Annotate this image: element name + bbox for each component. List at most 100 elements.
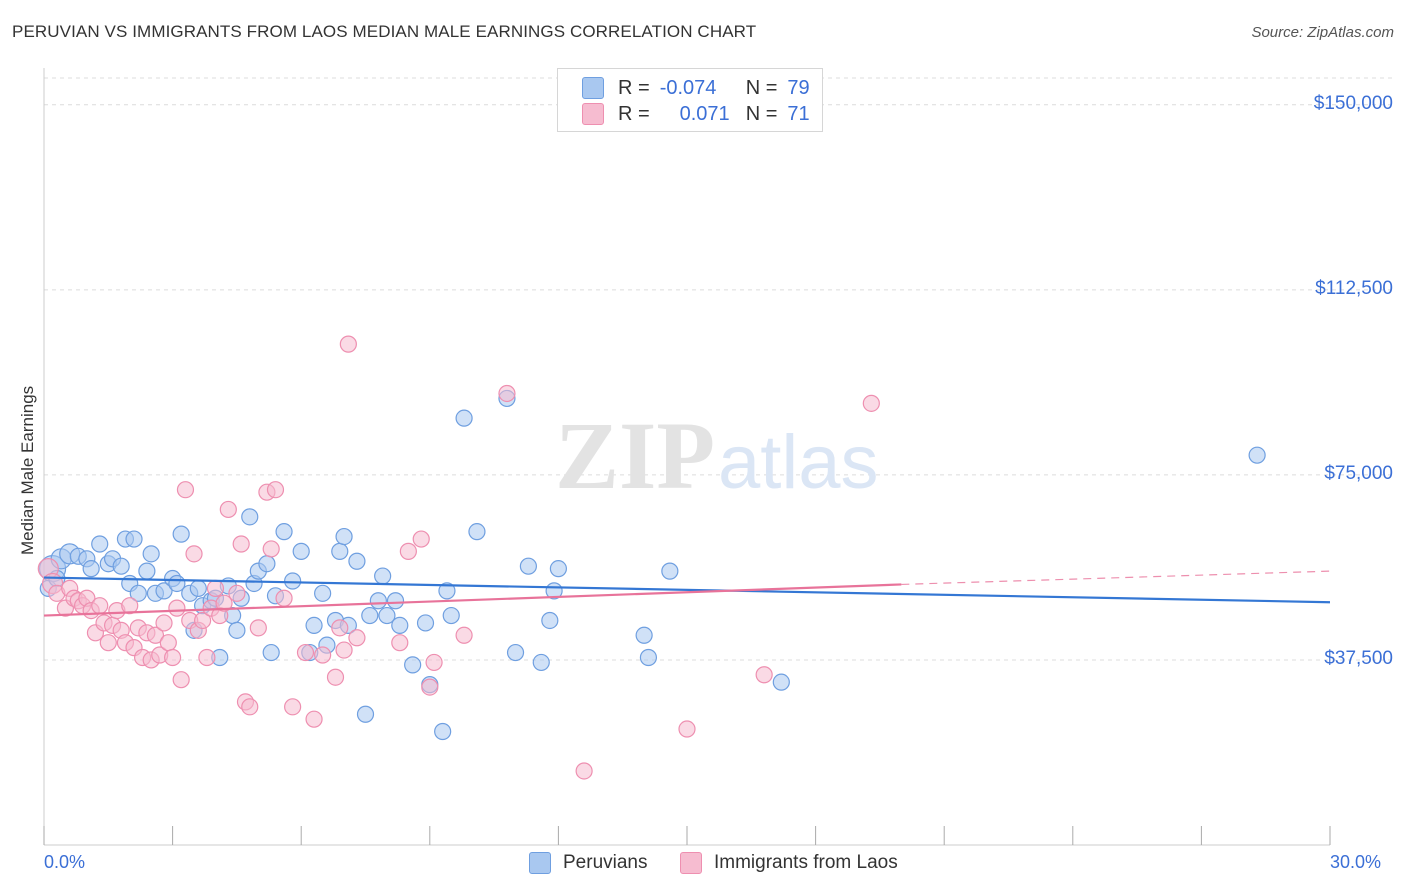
data-point [519,557,537,575]
data-point [215,594,233,612]
data-point [266,481,285,499]
data-point [314,646,332,664]
data-point [125,530,143,548]
legend-item-laos[interactable]: Immigrants from Laos [680,852,898,874]
data-point [404,656,422,674]
watermark-atlas: atlas [718,420,879,505]
data-point [772,673,790,691]
data-point [425,653,443,672]
data-point [284,698,302,716]
legend-label: Immigrants from Laos [714,852,898,873]
data-point [228,621,246,639]
data-point [232,535,250,553]
data-point [305,616,323,635]
data-point [198,648,216,667]
r-value-text: 0.071 [679,102,730,125]
data-point [468,523,486,541]
data-point [146,626,165,644]
data-point [356,705,375,723]
data-point [91,597,109,615]
data-point [339,335,357,353]
r-label: R = [618,102,650,125]
grid-lines [44,77,1392,661]
series-legend: Peruvians Immigrants from Laos [0,850,1406,880]
data-point [575,762,593,780]
data-point [391,616,409,635]
data-point [185,545,203,563]
data-point [275,523,293,541]
watermark: ZIP atlas [555,402,879,509]
legend-swatch-pink [582,103,604,125]
r-value: 0.071 [660,103,730,126]
data-point [138,562,156,580]
y-tick-label: $112,500 [1315,277,1393,299]
trend-peruvians [43,576,1331,604]
x-tick-min: 0.0% [44,852,86,872]
data-point [155,582,173,600]
data-point [284,572,302,590]
data-point [241,508,259,526]
data-point [189,579,207,597]
y-axis-label: Median Male Earnings [18,385,37,555]
y-tick-label: $150,000 [1313,92,1393,114]
data-point [399,542,417,560]
n-value: 79 [787,76,810,99]
data-point [442,606,460,625]
data-point [541,611,559,630]
legend-row-peruvians: R = -0.074 N = 79 [582,76,810,100]
n-value: 71 [787,102,810,125]
data-point [386,592,405,610]
axes [43,68,1331,846]
data-point [164,648,182,667]
data-point [412,530,430,548]
data-point [678,720,696,738]
data-point [421,678,439,696]
data-point [159,634,177,652]
y-tick-label: $37,500 [1324,647,1393,669]
data-point [129,584,147,602]
legend-swatch-blue [582,77,604,99]
data-point [206,579,225,597]
data-point [142,545,160,563]
data-point [176,481,195,499]
data-point [862,394,880,412]
data-point [635,626,653,644]
legend-swatch-blue [529,852,551,874]
data-point [99,634,117,652]
data-point [172,671,190,689]
legend-item-peruvians[interactable]: Peruvians [529,852,648,874]
watermark-zip: ZIP [555,402,715,509]
data-point [326,668,345,686]
trend-laos [43,583,902,617]
data-point [121,597,139,615]
data-point [228,584,246,602]
data-point [455,409,473,427]
data-point [416,614,435,632]
trend-lines [43,570,1331,617]
data-point [369,592,387,610]
trend-laos-extension [901,570,1331,586]
data-point [305,710,323,728]
data-point [219,500,237,519]
data-point [335,641,353,659]
legend-row-laos: R = 0.071 N = 71 [582,102,810,126]
data-point [168,599,186,617]
n-label: N = [745,102,778,125]
data-point [296,643,315,662]
data-point [348,552,366,570]
data-point [348,629,366,647]
data-point [532,653,550,672]
data-point [378,606,396,625]
data-point [172,525,190,543]
data-point [292,542,310,560]
data-point [391,634,409,652]
data-point [331,542,349,560]
data-point [1248,446,1266,464]
data-point [506,643,525,662]
y-tick-label: $75,000 [1324,462,1393,484]
data-point [112,557,130,575]
data-point [262,643,280,662]
r-value: -0.074 [659,76,717,99]
source-credit: Source: ZipAtlas.com [1251,24,1394,41]
